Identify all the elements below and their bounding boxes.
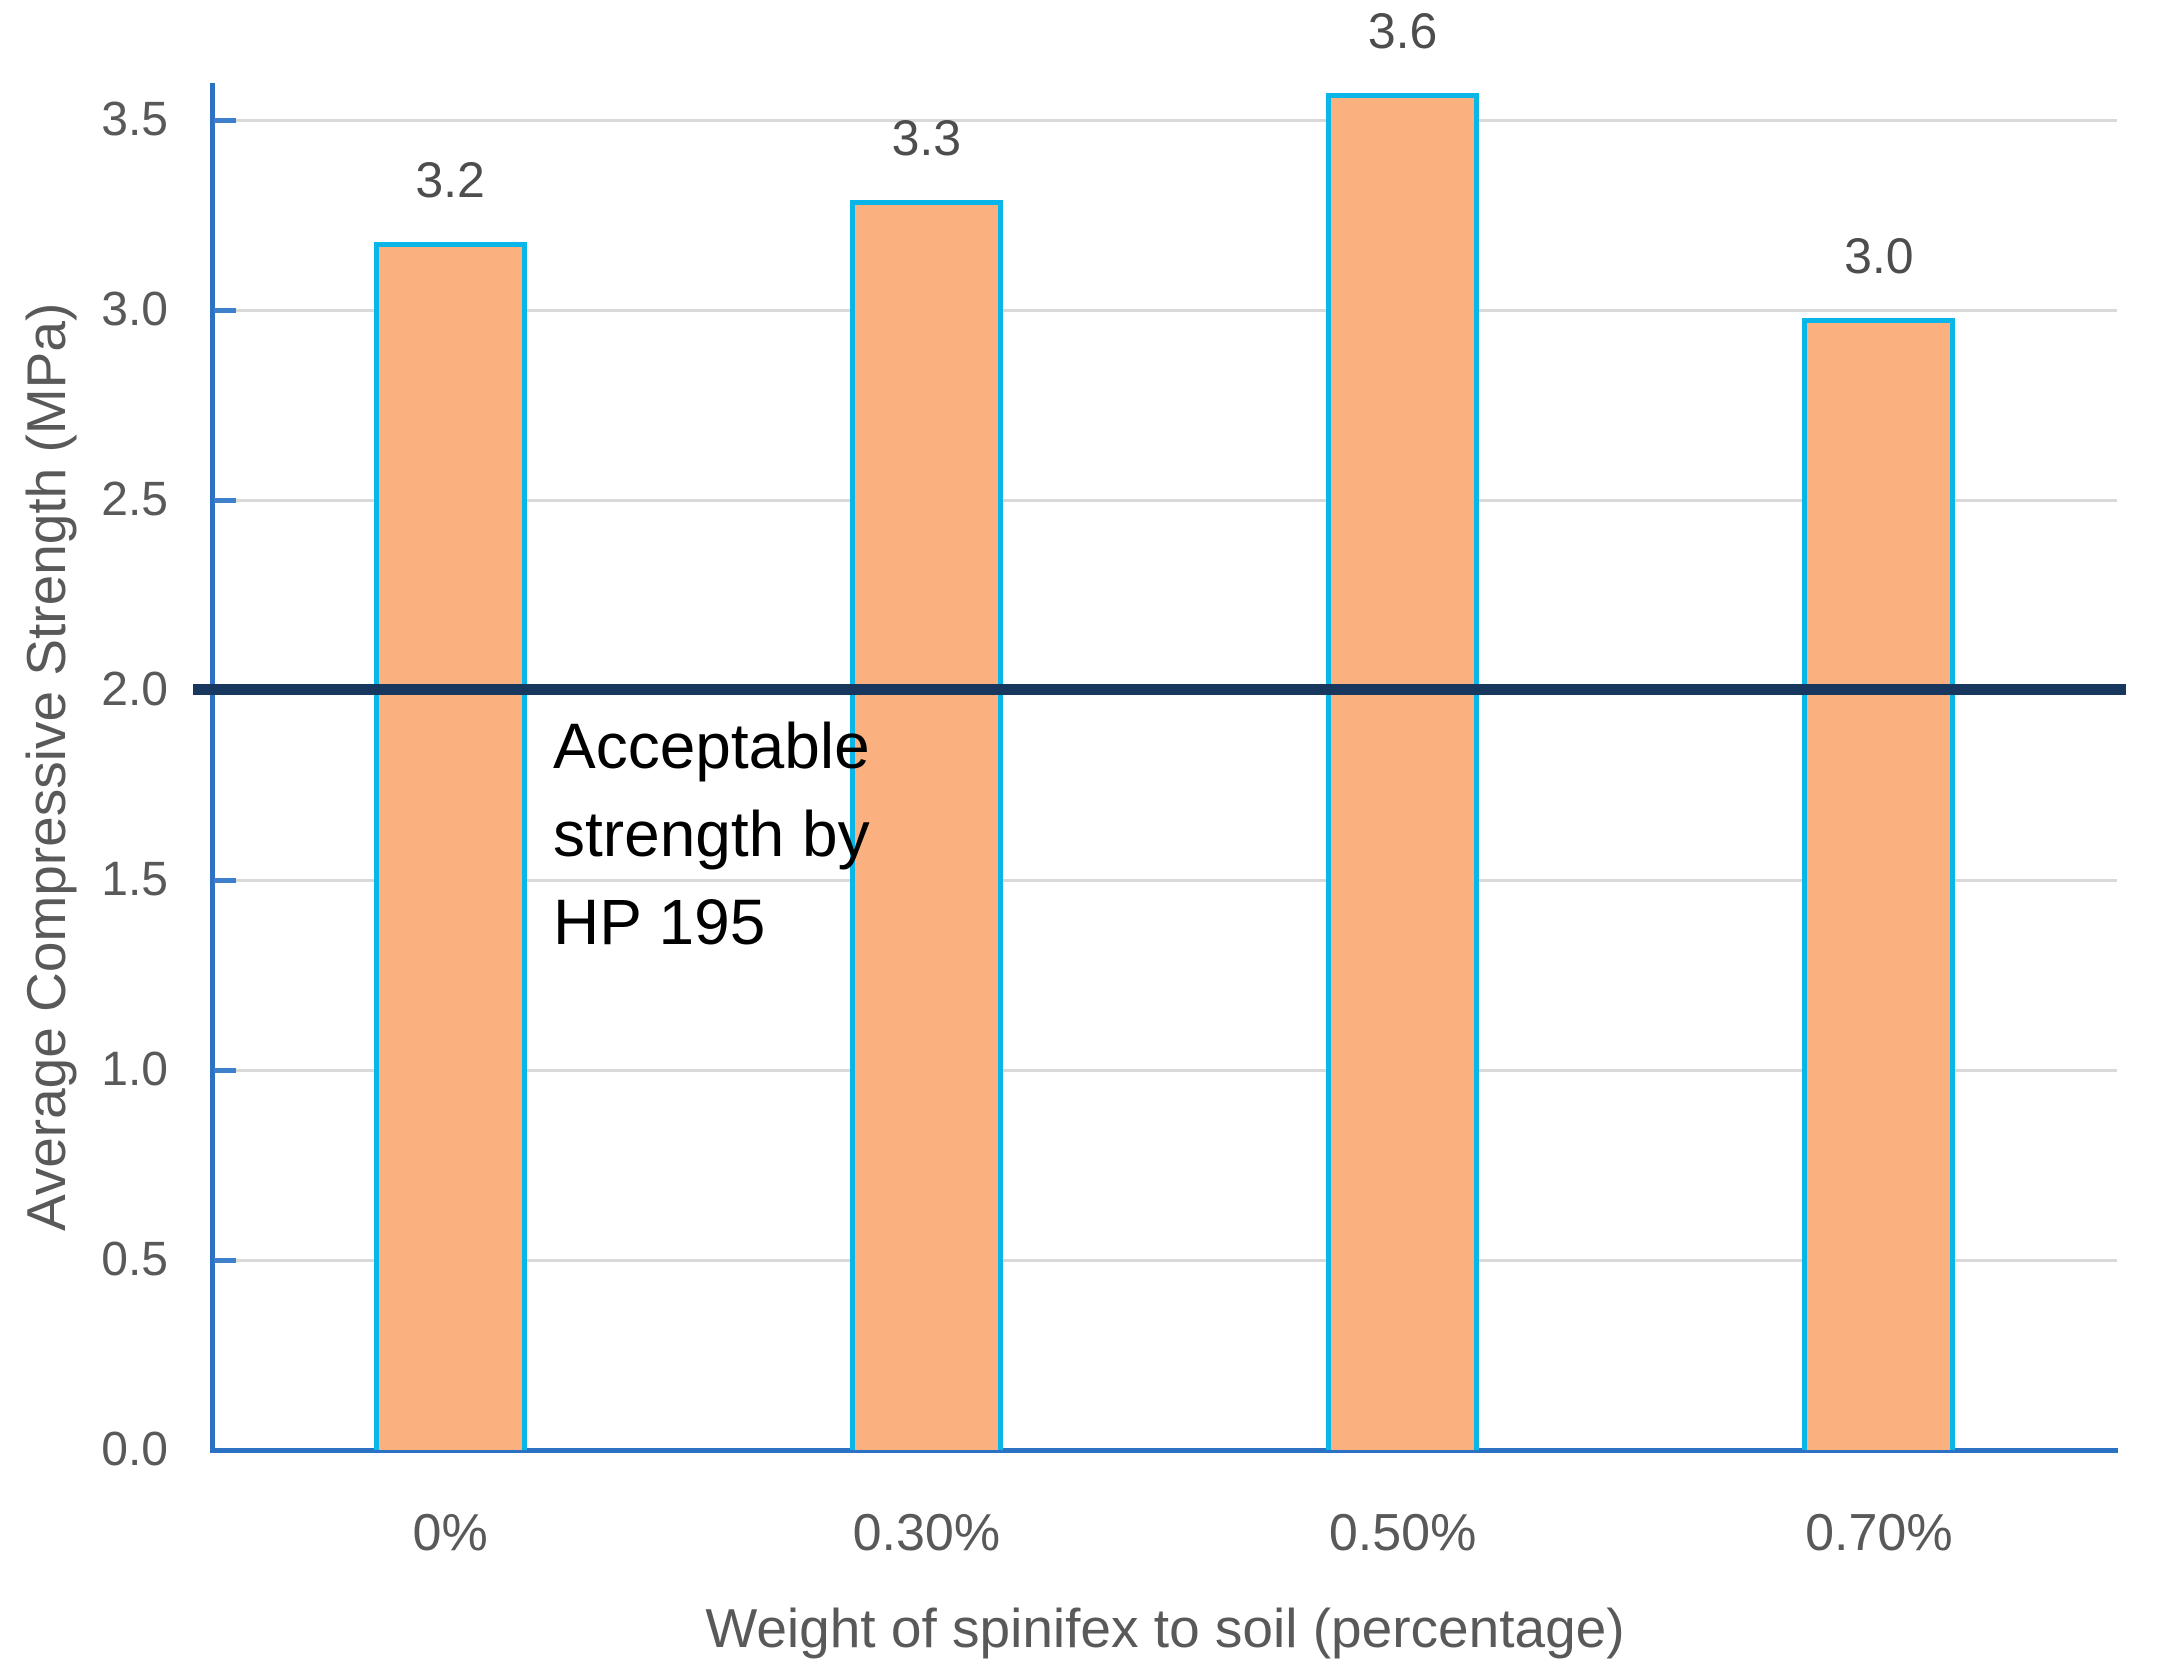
y-tick-label: 3.0 (101, 283, 168, 336)
gridline (215, 308, 2117, 312)
y-axis-line (210, 83, 215, 1453)
bar-0.30% (849, 199, 1003, 1450)
y-tick-label: 0.0 (101, 1423, 168, 1476)
bar-data-label: 3.2 (415, 151, 485, 208)
y-axis-tick-mark (214, 1067, 236, 1073)
gridline (215, 118, 2117, 122)
y-axis-tick-mark (214, 497, 236, 503)
reference-line-annotation: Acceptable strength by HP 195 (553, 710, 870, 958)
acceptable-strength-reference-line (193, 684, 2126, 695)
x-tick-label: 0.70% (1805, 1504, 1953, 1562)
y-axis-tick-mark (214, 117, 236, 123)
gridline (215, 878, 2117, 882)
gridline (215, 498, 2117, 502)
gridline (215, 1068, 2117, 1072)
x-tick-label: 0% (412, 1504, 488, 1562)
y-tick-label: 2.5 (101, 473, 168, 526)
x-tick-label: 0.50% (1328, 1504, 1477, 1562)
bar-data-label: 3.3 (891, 109, 962, 166)
y-tick-label: 1.0 (101, 1043, 168, 1096)
y-tick-label: 2.0 (101, 663, 168, 716)
y-tick-label: 0.5 (101, 1233, 168, 1286)
y-tick-label: 1.5 (101, 853, 168, 906)
y-axis-tick-mark (214, 1257, 236, 1263)
y-axis-tick-mark (214, 877, 236, 883)
bar-data-label: 3.0 (1844, 227, 1914, 284)
y-axis-tick-mark (214, 307, 236, 313)
x-tick-label: 0.30% (852, 1504, 1001, 1562)
bar-0.50% (1326, 93, 1480, 1450)
x-axis-line (210, 1448, 2118, 1453)
y-tick-label: 3.5 (101, 93, 168, 146)
bar-0.70% (1802, 317, 1956, 1450)
x-axis-title: Weight of spinifex to soil (percentage) (705, 1597, 1625, 1659)
y-axis-title: Average Compressive Strength (MPa) (15, 302, 77, 1231)
gridline (215, 1258, 2117, 1262)
bar-0% (373, 241, 527, 1450)
bar-data-label: 3.6 (1367, 3, 1438, 60)
